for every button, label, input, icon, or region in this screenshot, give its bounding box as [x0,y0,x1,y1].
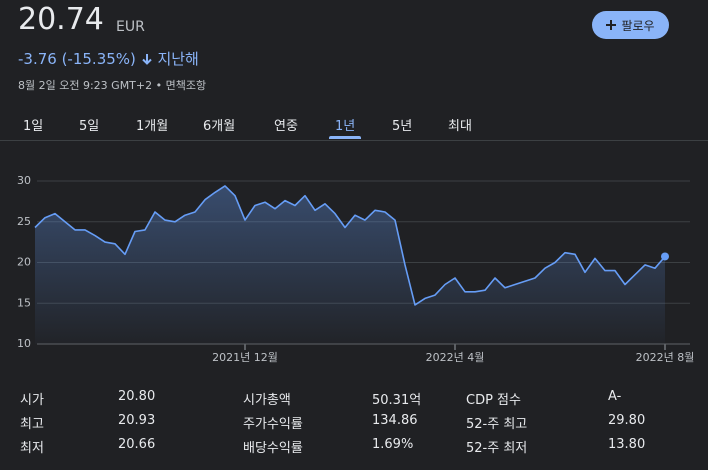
tab-indicator [329,136,362,139]
y-tick-label: 15 [17,296,31,309]
y-tick-label: 10 [17,337,31,350]
y-tick-label: 25 [17,215,31,228]
tab[interactable]: 1년 [335,119,356,134]
stat-value: A- [608,389,622,404]
currency: EUR [116,19,145,35]
follow-label: 팔로우 [621,18,655,33]
stat-label: 최저 [20,441,44,456]
follow-button[interactable]: 팔로우 [592,11,669,39]
tab[interactable]: 5일 [79,119,100,134]
stat-value: 13.80 [608,437,646,452]
x-tick-label: 2022년 8월 [636,351,695,364]
area [35,185,665,344]
price: 20.74 [18,2,104,37]
timestamp-line: 8월 2일 오전 9:23 GMT+2 • 면책조항 [18,77,206,93]
price-line [34,185,666,306]
tab[interactable]: 1개월 [136,119,169,134]
stat-value: 20.93 [118,413,156,428]
stat-label: 배당수익률 [243,441,303,456]
stat-value: 50.31억 [372,393,422,408]
plus-icon [606,20,617,30]
stat-value: 29.80 [608,413,646,428]
price-change: -3.76 (-15.35%) 지난해 [18,48,199,69]
tab[interactable]: 1일 [23,119,44,134]
stat-label: 최고 [20,417,44,432]
last-point [661,252,669,261]
x-tick-label: 2021년 12월 [212,351,278,364]
stat-value: 134.86 [372,413,418,428]
stat-label: 52-주 최저 [466,441,528,456]
timestamp: 8월 2일 오전 9:23 GMT+2 [18,79,153,92]
stat-label: 52-주 최고 [466,417,528,432]
stat-label: 시가 [20,393,44,408]
tab[interactable]: 최대 [448,119,472,134]
chart: 10 15 20 25 30 2021년 12월 2022년 4월 2022년 8월 [17,174,695,364]
change-value: -3.76 (-15.35%) [18,50,136,68]
stat-label: 주가수익률 [243,417,303,432]
tab[interactable]: 6개월 [203,119,236,134]
y-tick-label: 20 [17,256,31,269]
down-arrow [141,54,152,65]
stat-value: 20.66 [118,437,156,452]
change-period: 지난해 [157,50,199,68]
y-tick-label: 30 [17,174,31,187]
x-tick-label: 2022년 4월 [426,351,485,364]
tab[interactable]: 연중 [274,119,298,134]
stat-label: CDP 점수 [466,393,521,408]
stat-value: 20.80 [118,389,156,404]
separator: • [155,79,163,92]
disclaimer[interactable]: 면책조항 [165,79,207,92]
stat-label: 시가총액 [243,393,291,408]
tab[interactable]: 5년 [392,119,413,134]
tab-divider [0,140,708,141]
stat-value: 1.69% [372,437,414,452]
